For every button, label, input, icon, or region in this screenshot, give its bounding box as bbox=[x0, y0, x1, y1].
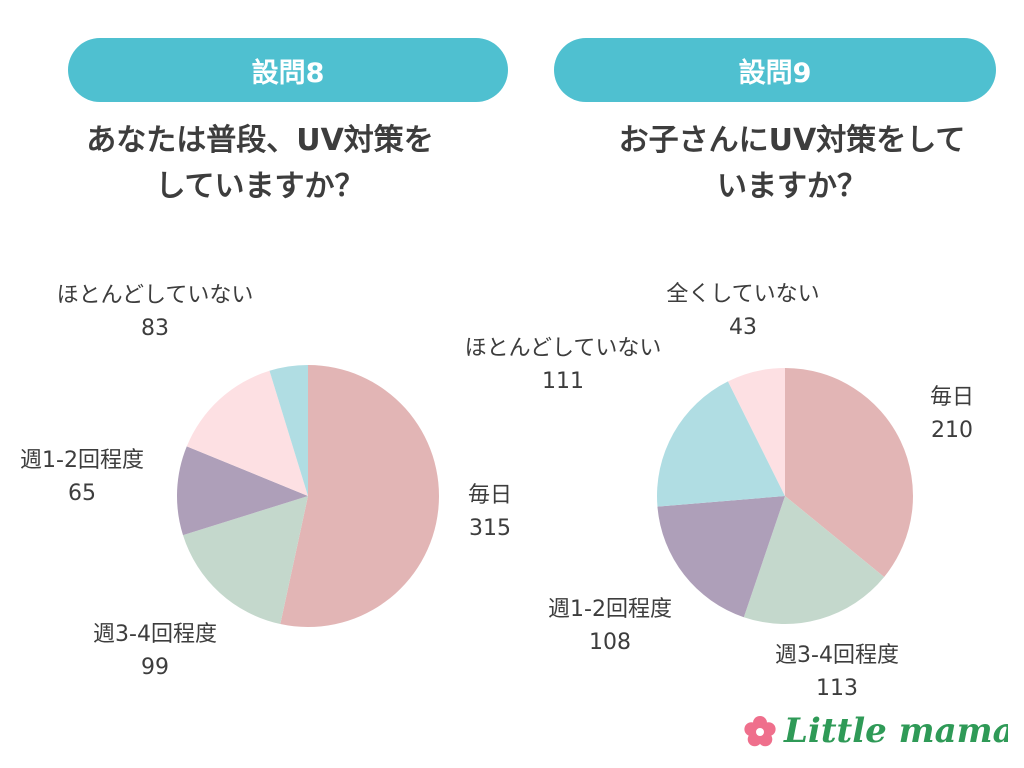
pie-chart-question-9: 毎日 210 週3-4回程度 113 週1-2回程度 108 ほとんどしていない 111 全くし… bbox=[465, 282, 974, 701]
slice-label: 毎日 bbox=[930, 385, 974, 410]
pie-slice bbox=[743, 496, 885, 624]
slice-label: 週1-2回程度 bbox=[20, 448, 144, 473]
panel-question-8: 設問8 あなたは普段、UV対策を していますか？ 毎日 315 週3-4回程度 99 週… bbox=[20, 38, 512, 680]
pie-slice bbox=[269, 365, 308, 496]
question-8-header: 設問8 bbox=[68, 38, 508, 102]
slice-value-label: 65 bbox=[68, 481, 96, 506]
pie-slice bbox=[785, 368, 913, 577]
slice-value-label: 111 bbox=[542, 369, 584, 394]
slice-label: 週3-4回程度 bbox=[93, 622, 217, 647]
slice-value-label: 83 bbox=[141, 316, 169, 341]
question-8-text: あなたは普段、UV対策を していますか？ bbox=[86, 123, 434, 204]
flower-center bbox=[756, 728, 764, 736]
pie-chart-question-8: 毎日 315 週3-4回程度 99 週1-2回程度 65 ほとんどしていない 83 bbox=[20, 283, 512, 680]
flower-petal bbox=[744, 722, 759, 737]
flower-icon bbox=[744, 716, 776, 747]
slice-label: 週1-2回程度 bbox=[548, 597, 672, 622]
slice-value-label: 43 bbox=[729, 315, 757, 340]
flower-petal bbox=[758, 732, 773, 747]
little-mama-logo: Little mama bbox=[744, 711, 1008, 751]
slice-value-label: 210 bbox=[931, 418, 973, 443]
slice-label: 週3-4回程度 bbox=[775, 643, 899, 668]
pie-slice bbox=[177, 446, 308, 536]
question-9-text: お子さんにUV対策をして いますか？ bbox=[618, 123, 966, 204]
slice-label: ほとんどしていない bbox=[57, 283, 254, 308]
slice-label: 毎日 bbox=[468, 483, 512, 508]
logo-text: Little mama bbox=[783, 711, 1008, 751]
pie-slice bbox=[280, 365, 440, 628]
slice-value-label: 99 bbox=[141, 655, 169, 680]
panel-question-9: 設問9 お子さんにUV対策をして いますか？ 毎日 210 週3-4回程度 113 週1… bbox=[465, 0, 1024, 768]
pie-slice bbox=[182, 496, 308, 625]
question-9-header: 設問9 bbox=[554, 38, 996, 102]
pie-slice bbox=[727, 368, 785, 496]
pie-slice bbox=[186, 370, 308, 496]
slice-value-label: 315 bbox=[469, 516, 511, 541]
slice-value-label: 108 bbox=[589, 630, 631, 655]
slice-label: 全くしていない bbox=[666, 282, 819, 307]
slice-value-label: 113 bbox=[816, 676, 858, 701]
pie-slice bbox=[657, 496, 785, 618]
pie-slice bbox=[656, 381, 785, 507]
slice-label: ほとんどしていない bbox=[465, 336, 662, 361]
